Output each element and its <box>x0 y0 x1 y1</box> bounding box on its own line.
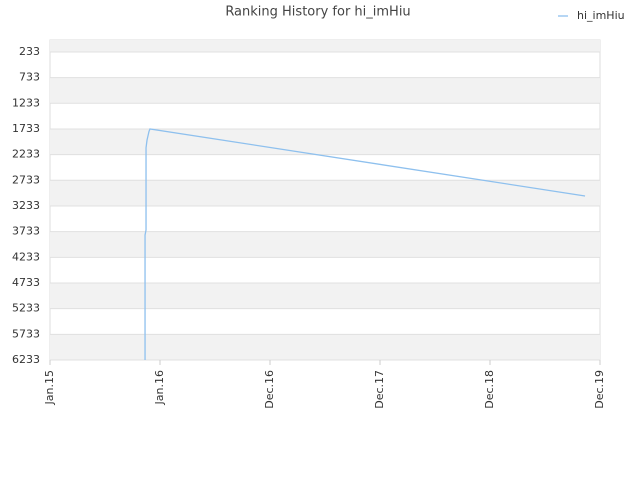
y-tick-label: 3733 <box>12 225 40 238</box>
x-tick-label: Dec.17 <box>373 370 386 409</box>
x-tick-label: Jan.16 <box>153 370 166 405</box>
x-tick-label: Dec.19 <box>593 370 606 409</box>
chart-title: Ranking History for hi_imHiu <box>225 5 410 20</box>
y-tick-label: 1733 <box>12 122 40 135</box>
y-tick-label: 5233 <box>12 302 40 315</box>
y-tick-label: 6233 <box>12 353 40 366</box>
y-tick-label: 2733 <box>12 173 40 186</box>
grid-band <box>50 128 600 155</box>
y-tick-label: 4233 <box>12 250 40 263</box>
y-tick-label: 4733 <box>12 276 40 289</box>
grid-band <box>50 77 600 104</box>
data-line <box>144 128 586 360</box>
grid-band <box>50 231 600 258</box>
y-tick-label: 1233 <box>12 96 40 109</box>
y-tick-label: 733 <box>19 71 40 84</box>
legend-label: hi_imHiu <box>577 9 625 22</box>
grid-band <box>50 282 600 309</box>
x-tick-label: Dec.16 <box>263 370 276 409</box>
grid-band <box>50 40 600 52</box>
grid-band <box>50 180 600 206</box>
y-tick-label: 5733 <box>12 327 40 340</box>
x-tick-label: Jan.15 <box>43 370 56 405</box>
y-tick-label: 2233 <box>12 148 40 161</box>
x-tick-label: Dec.18 <box>483 370 496 409</box>
y-tick-label: 233 <box>19 45 40 58</box>
grid-band <box>50 334 600 360</box>
y-tick-label: 3233 <box>12 199 40 212</box>
